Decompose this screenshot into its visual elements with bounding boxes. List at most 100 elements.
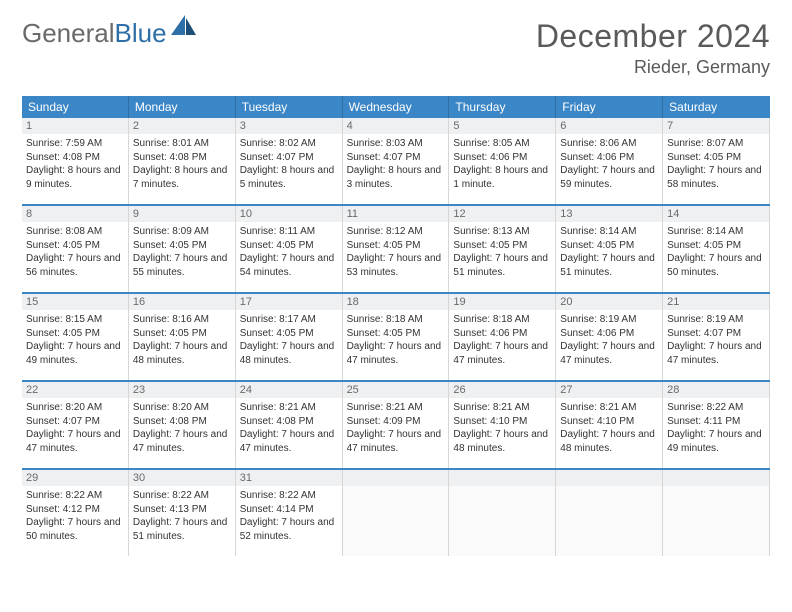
day-details: Sunrise: 8:18 AMSunset: 4:06 PMDaylight:… [449, 310, 555, 373]
day-details: Sunrise: 8:15 AMSunset: 4:05 PMDaylight:… [22, 310, 128, 373]
day-number: 10 [236, 206, 342, 222]
empty-cell [343, 470, 450, 556]
month-title: December 2024 [536, 18, 770, 55]
day-cell: 16Sunrise: 8:16 AMSunset: 4:05 PMDayligh… [129, 294, 236, 380]
day-number: 11 [343, 206, 449, 222]
day-details: Sunrise: 8:14 AMSunset: 4:05 PMDaylight:… [556, 222, 662, 285]
day-details: Sunrise: 8:20 AMSunset: 4:08 PMDaylight:… [129, 398, 235, 461]
weekday-header: SundayMondayTuesdayWednesdayThursdayFrid… [22, 96, 770, 118]
day-details: Sunrise: 8:14 AMSunset: 4:05 PMDaylight:… [663, 222, 769, 285]
logo-word-blue: Blue [115, 18, 167, 48]
day-number: 24 [236, 382, 342, 398]
day-number: 2 [129, 118, 235, 134]
day-number: 28 [663, 382, 769, 398]
calendar-page: GeneralBlue December 2024 Rieder, German… [0, 0, 792, 574]
day-cell: 25Sunrise: 8:21 AMSunset: 4:09 PMDayligh… [343, 382, 450, 468]
logo: GeneralBlue [22, 18, 197, 49]
day-cell: 8Sunrise: 8:08 AMSunset: 4:05 PMDaylight… [22, 206, 129, 292]
day-cell: 12Sunrise: 8:13 AMSunset: 4:05 PMDayligh… [449, 206, 556, 292]
day-details: Sunrise: 8:18 AMSunset: 4:05 PMDaylight:… [343, 310, 449, 373]
day-number: 1 [22, 118, 128, 134]
day-cell: 15Sunrise: 8:15 AMSunset: 4:05 PMDayligh… [22, 294, 129, 380]
day-details: Sunrise: 8:21 AMSunset: 4:10 PMDaylight:… [556, 398, 662, 461]
weekday-tuesday: Tuesday [236, 96, 343, 118]
day-number: 23 [129, 382, 235, 398]
day-details: Sunrise: 8:12 AMSunset: 4:05 PMDaylight:… [343, 222, 449, 285]
day-number: 19 [449, 294, 555, 310]
day-details: Sunrise: 8:03 AMSunset: 4:07 PMDaylight:… [343, 134, 449, 197]
day-cell: 17Sunrise: 8:17 AMSunset: 4:05 PMDayligh… [236, 294, 343, 380]
day-number: 4 [343, 118, 449, 134]
day-cell: 1Sunrise: 7:59 AMSunset: 4:08 PMDaylight… [22, 118, 129, 204]
day-number: 3 [236, 118, 342, 134]
day-details: Sunrise: 7:59 AMSunset: 4:08 PMDaylight:… [22, 134, 128, 197]
day-details: Sunrise: 8:16 AMSunset: 4:05 PMDaylight:… [129, 310, 235, 373]
day-cell: 23Sunrise: 8:20 AMSunset: 4:08 PMDayligh… [129, 382, 236, 468]
title-block: December 2024 Rieder, Germany [536, 18, 770, 78]
logo-text: GeneralBlue [22, 18, 167, 49]
day-details: Sunrise: 8:19 AMSunset: 4:06 PMDaylight:… [556, 310, 662, 373]
day-cell: 7Sunrise: 8:07 AMSunset: 4:05 PMDaylight… [663, 118, 770, 204]
day-number: 27 [556, 382, 662, 398]
day-details: Sunrise: 8:05 AMSunset: 4:06 PMDaylight:… [449, 134, 555, 197]
day-details: Sunrise: 8:19 AMSunset: 4:07 PMDaylight:… [663, 310, 769, 373]
weekday-wednesday: Wednesday [343, 96, 450, 118]
calendar-grid: 1Sunrise: 7:59 AMSunset: 4:08 PMDaylight… [22, 118, 770, 556]
day-number: 9 [129, 206, 235, 222]
day-details: Sunrise: 8:09 AMSunset: 4:05 PMDaylight:… [129, 222, 235, 285]
day-cell: 20Sunrise: 8:19 AMSunset: 4:06 PMDayligh… [556, 294, 663, 380]
day-number: 22 [22, 382, 128, 398]
day-cell: 19Sunrise: 8:18 AMSunset: 4:06 PMDayligh… [449, 294, 556, 380]
day-number: 12 [449, 206, 555, 222]
day-cell: 2Sunrise: 8:01 AMSunset: 4:08 PMDaylight… [129, 118, 236, 204]
day-cell: 11Sunrise: 8:12 AMSunset: 4:05 PMDayligh… [343, 206, 450, 292]
weekday-saturday: Saturday [663, 96, 770, 118]
day-cell: 18Sunrise: 8:18 AMSunset: 4:05 PMDayligh… [343, 294, 450, 380]
day-cell: 13Sunrise: 8:14 AMSunset: 4:05 PMDayligh… [556, 206, 663, 292]
day-cell: 24Sunrise: 8:21 AMSunset: 4:08 PMDayligh… [236, 382, 343, 468]
day-cell: 10Sunrise: 8:11 AMSunset: 4:05 PMDayligh… [236, 206, 343, 292]
day-number: 30 [129, 470, 235, 486]
weekday-monday: Monday [129, 96, 236, 118]
weekday-sunday: Sunday [22, 96, 129, 118]
day-details: Sunrise: 8:21 AMSunset: 4:08 PMDaylight:… [236, 398, 342, 461]
day-cell: 9Sunrise: 8:09 AMSunset: 4:05 PMDaylight… [129, 206, 236, 292]
day-cell: 5Sunrise: 8:05 AMSunset: 4:06 PMDaylight… [449, 118, 556, 204]
day-details: Sunrise: 8:07 AMSunset: 4:05 PMDaylight:… [663, 134, 769, 197]
weekday-thursday: Thursday [449, 96, 556, 118]
day-cell: 14Sunrise: 8:14 AMSunset: 4:05 PMDayligh… [663, 206, 770, 292]
day-number: 16 [129, 294, 235, 310]
day-number [449, 470, 555, 486]
day-number: 29 [22, 470, 128, 486]
day-cell: 31Sunrise: 8:22 AMSunset: 4:14 PMDayligh… [236, 470, 343, 556]
day-details: Sunrise: 8:22 AMSunset: 4:12 PMDaylight:… [22, 486, 128, 549]
logo-word-general: General [22, 18, 115, 48]
day-details: Sunrise: 8:06 AMSunset: 4:06 PMDaylight:… [556, 134, 662, 197]
day-number: 14 [663, 206, 769, 222]
day-details: Sunrise: 8:20 AMSunset: 4:07 PMDaylight:… [22, 398, 128, 461]
day-details: Sunrise: 8:22 AMSunset: 4:11 PMDaylight:… [663, 398, 769, 461]
day-details: Sunrise: 8:22 AMSunset: 4:13 PMDaylight:… [129, 486, 235, 549]
day-details: Sunrise: 8:01 AMSunset: 4:08 PMDaylight:… [129, 134, 235, 197]
day-details: Sunrise: 8:21 AMSunset: 4:09 PMDaylight:… [343, 398, 449, 461]
day-details: Sunrise: 8:13 AMSunset: 4:05 PMDaylight:… [449, 222, 555, 285]
day-cell: 3Sunrise: 8:02 AMSunset: 4:07 PMDaylight… [236, 118, 343, 204]
day-number: 20 [556, 294, 662, 310]
day-number: 8 [22, 206, 128, 222]
day-number: 7 [663, 118, 769, 134]
empty-cell [556, 470, 663, 556]
day-number: 13 [556, 206, 662, 222]
day-cell: 4Sunrise: 8:03 AMSunset: 4:07 PMDaylight… [343, 118, 450, 204]
day-cell: 29Sunrise: 8:22 AMSunset: 4:12 PMDayligh… [22, 470, 129, 556]
day-number: 21 [663, 294, 769, 310]
day-number: 26 [449, 382, 555, 398]
day-details: Sunrise: 8:21 AMSunset: 4:10 PMDaylight:… [449, 398, 555, 461]
empty-cell [449, 470, 556, 556]
day-cell: 6Sunrise: 8:06 AMSunset: 4:06 PMDaylight… [556, 118, 663, 204]
day-number: 5 [449, 118, 555, 134]
day-details: Sunrise: 8:08 AMSunset: 4:05 PMDaylight:… [22, 222, 128, 285]
sail-icon [171, 15, 197, 42]
empty-cell [663, 470, 770, 556]
day-cell: 30Sunrise: 8:22 AMSunset: 4:13 PMDayligh… [129, 470, 236, 556]
day-details: Sunrise: 8:17 AMSunset: 4:05 PMDaylight:… [236, 310, 342, 373]
